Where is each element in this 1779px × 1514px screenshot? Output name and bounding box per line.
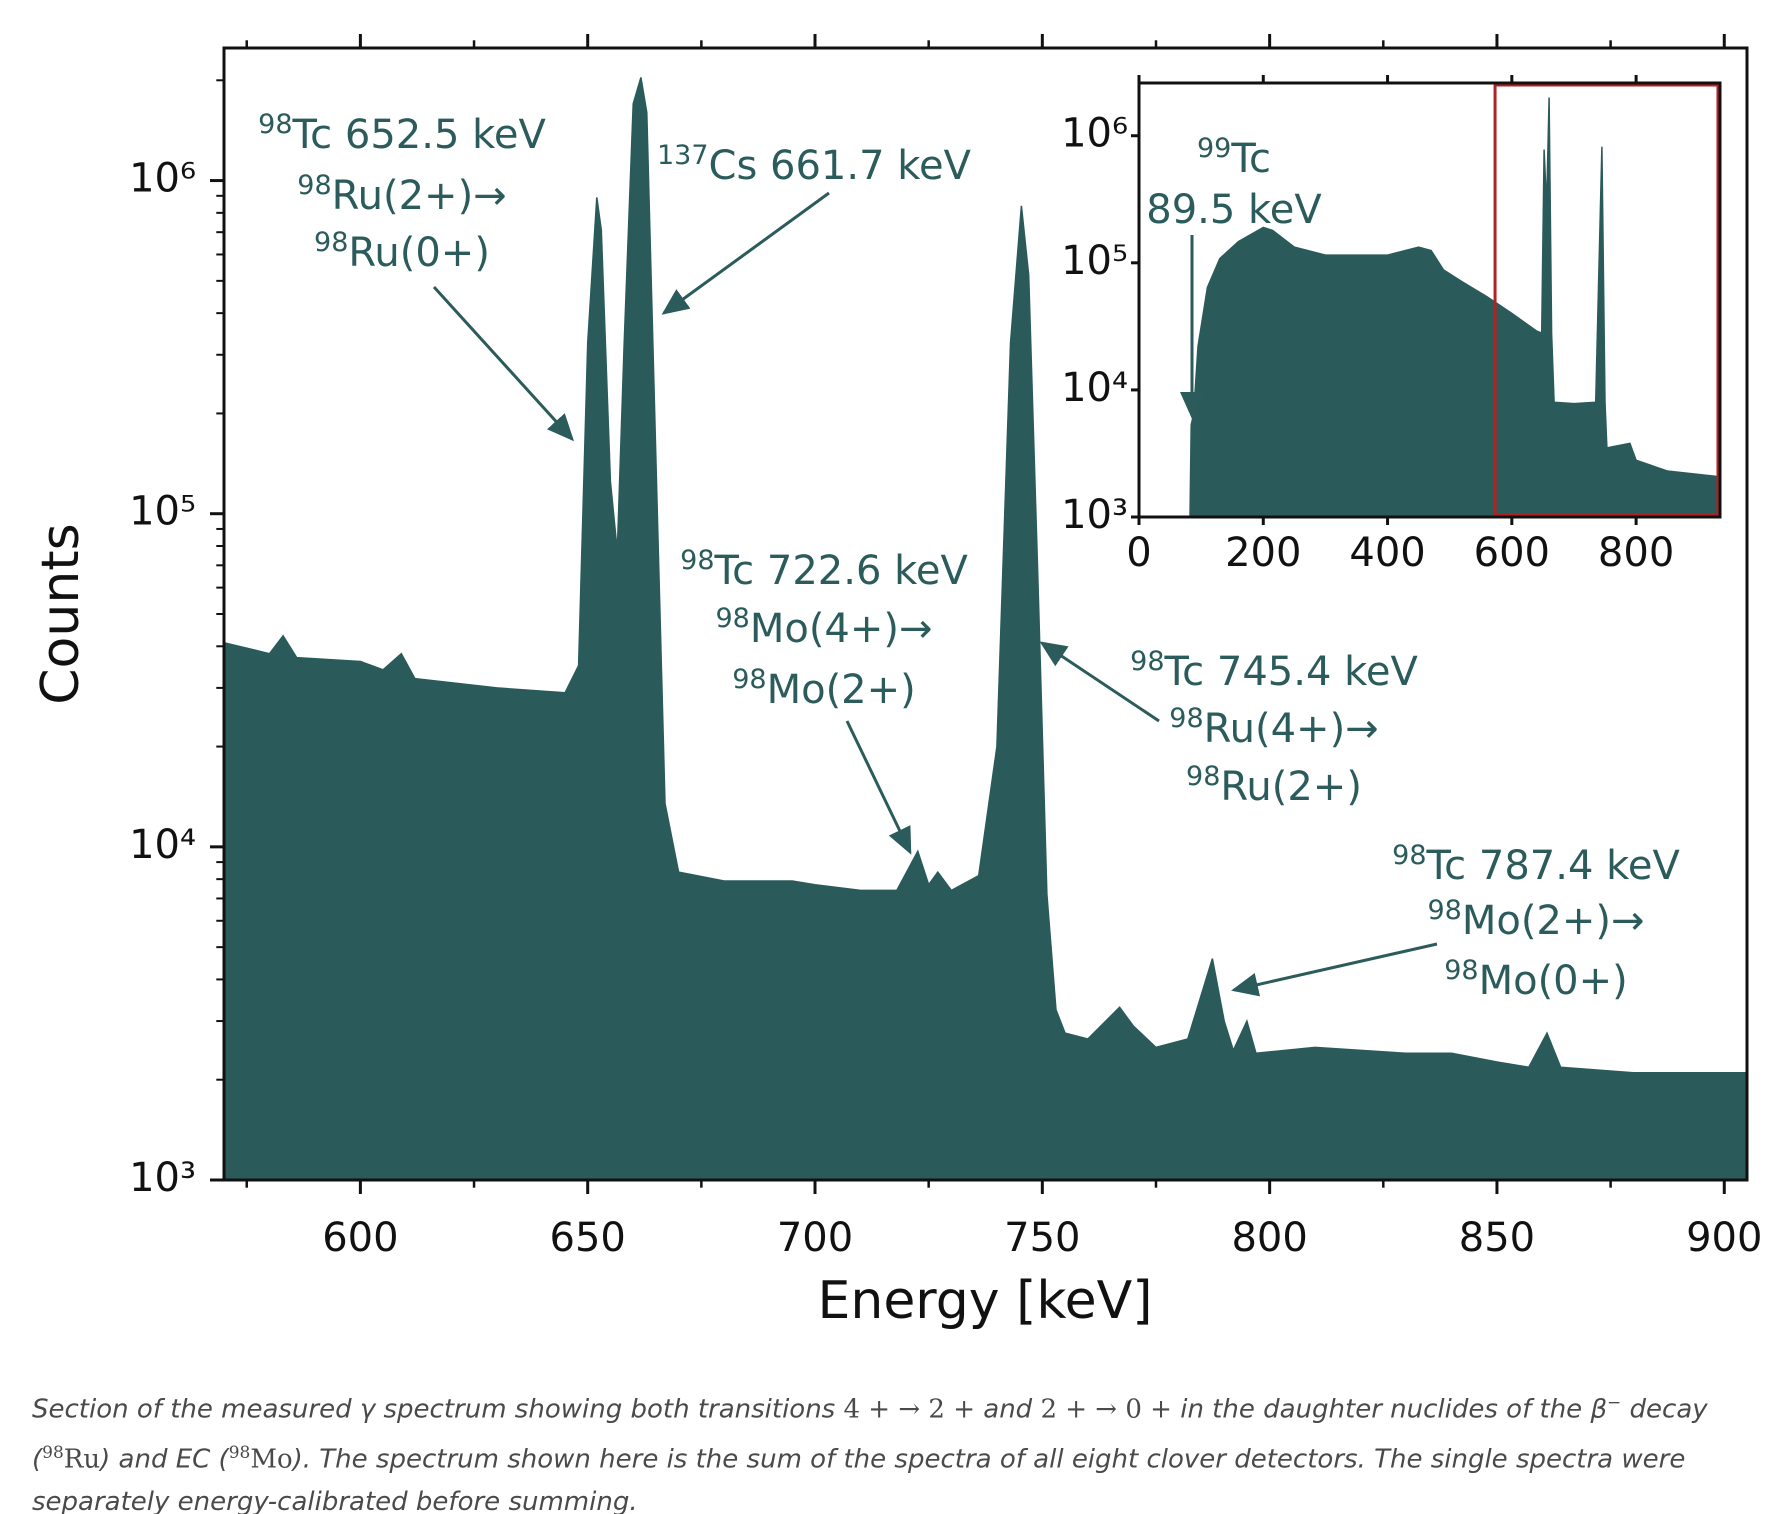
annotation-line: 98Tc 652.5 keV (258, 109, 546, 158)
annotation-line: 99Tc (1197, 133, 1271, 182)
caption: Section of the measured γ spectrum showi… (32, 1382, 1757, 1514)
annotation-superscript: 98 (1186, 761, 1220, 792)
caption-part: β (1590, 1394, 1608, 1425)
annotation-text: Ru(2+) (1220, 764, 1362, 810)
annotation-text: Mo(4+)→ (750, 606, 933, 652)
annotation-text: Mo(0+) (1479, 958, 1628, 1004)
caption-part: Mo (250, 1444, 293, 1475)
annotation-text: 89.5 keV (1146, 187, 1322, 233)
x-tick-label: 700 (777, 1215, 853, 1261)
x-tick-label: 600 (322, 1215, 398, 1261)
annotation-text: Mo(2+) (767, 667, 916, 713)
x-axis-label: Energy [keV] (818, 1271, 1153, 1331)
x-tick-label: 800 (1598, 530, 1674, 576)
x-tick-label: 400 (1349, 530, 1425, 576)
x-tick-label: 900 (1686, 1215, 1762, 1261)
annotation-superscript: 98 (1169, 703, 1203, 734)
annotation-arrow (1039, 641, 1160, 723)
y-tick-label: 10³ (1061, 492, 1128, 538)
x-tick-label: 600 (1474, 530, 1550, 576)
annotation-text: Mo(2+)→ (1462, 898, 1645, 944)
annotation-arrow (845, 720, 912, 855)
annotation-superscript: 98 (297, 170, 331, 201)
annotation-superscript: 98 (680, 545, 714, 576)
x-tick-label: 200 (1225, 530, 1301, 576)
x-tick-label: 0 (1126, 530, 1151, 576)
caption-part: 4 + → 2 + (843, 1394, 976, 1425)
annotation-line: 137Cs 661.7 keV (657, 140, 972, 189)
y-tick-label: 10⁶ (129, 156, 196, 202)
annotation-superscript: 99 (1197, 133, 1231, 164)
annotation-text: Tc 652.5 keV (292, 112, 547, 158)
annotation-superscript: 98 (1392, 840, 1426, 871)
annotation-line: 98Tc 745.4 keV (1130, 646, 1418, 695)
caption-part: decay ( (32, 1394, 1708, 1475)
highlight-box (1493, 83, 1720, 517)
x-tick-label: 650 (550, 1215, 626, 1261)
annotation-line: 98Tc 787.4 keV (1392, 840, 1680, 889)
annotation-text: Cs 661.7 keV (709, 143, 972, 189)
caption-part: 2 + → 0 + (1040, 1394, 1172, 1425)
chart: Energy [keV] Counts 600 650 700 750 800 850 90… (31, 34, 1762, 1331)
y-tick-label: 10⁶ (1061, 111, 1128, 157)
annotation-line: 98Ru(2+)→ (297, 170, 506, 219)
x-tick-label: 850 (1459, 1215, 1535, 1261)
y-tick-label: 10⁴ (1061, 365, 1128, 411)
annotation-text: Ru(2+)→ (332, 173, 507, 219)
annotation-superscript: 137 (657, 140, 709, 171)
caption-part: Section of the measured γ spectrum showi… (32, 1394, 844, 1425)
annotation-superscript: 98 (258, 109, 292, 140)
annotation-text: Ru(4+)→ (1204, 706, 1379, 752)
annotation-superscript: 98 (1427, 895, 1461, 926)
annotation-line: 98Ru(0+) (314, 227, 490, 276)
spectrum-area (223, 77, 1748, 1181)
annotation-text: Tc 722.6 keV (714, 548, 969, 594)
annotation-arrow (661, 191, 830, 315)
annotation-superscript: 98 (314, 227, 348, 258)
annotation-line: 98Mo(0+) (1444, 955, 1628, 1004)
y-tick-label: 10⁵ (1061, 238, 1128, 284)
annotation-arrow (1231, 942, 1438, 997)
annotation-superscript: 98 (1444, 955, 1478, 986)
y-tick-label: 10⁵ (129, 489, 196, 535)
axes-frame (1137, 81, 1722, 519)
annotation-superscript: 98 (715, 603, 749, 634)
annotation-text: Ru(0+) (348, 230, 490, 276)
caption-part: ) and EC ( (100, 1444, 229, 1475)
annotation-line: 98Ru(2+) (1186, 761, 1362, 810)
caption-part: in the daughter nuclides of the (1171, 1394, 1591, 1425)
caption-part: ). The spectrum shown here is the sum of… (32, 1444, 1686, 1514)
x-tick-label: 800 (1231, 1215, 1307, 1261)
y-axis-label: Counts (31, 523, 91, 705)
annotation-superscript: 98 (1130, 646, 1164, 677)
caption-part: Ru (63, 1444, 101, 1475)
annotation-line: 98Mo(2+)→ (1427, 895, 1644, 944)
plot: 0 200 400 600 800 10³ 10⁴ 10⁵ 10⁶ 99Tc 89.5 keV (1061, 75, 1722, 576)
annotation-arrow (432, 285, 575, 442)
caption-part: and (975, 1394, 1041, 1425)
annotation-text: Tc (1230, 136, 1271, 182)
spectrum-area (1189, 97, 1721, 518)
caption-part: 98 (228, 1442, 251, 1463)
annotation-line: 89.5 keV (1146, 187, 1322, 233)
annotation-text: Tc 787.4 keV (1426, 843, 1681, 889)
annotation-line: 98Mo(4+)→ (715, 603, 932, 652)
caption-part: 98 (42, 1442, 64, 1463)
y-tick-label: 10⁴ (129, 822, 196, 868)
annotation-line: 98Ru(4+)→ (1169, 703, 1378, 752)
annotation-line: 98Tc 722.6 keV (680, 545, 968, 594)
x-tick-label: 750 (1004, 1215, 1080, 1261)
annotation-line: 98Mo(2+) (732, 664, 916, 713)
y-tick-label: 10³ (129, 1155, 196, 1201)
annotation-superscript: 98 (732, 664, 766, 695)
caption-part: − (1607, 1393, 1622, 1413)
annotation-text: Tc 745.4 keV (1164, 649, 1419, 695)
